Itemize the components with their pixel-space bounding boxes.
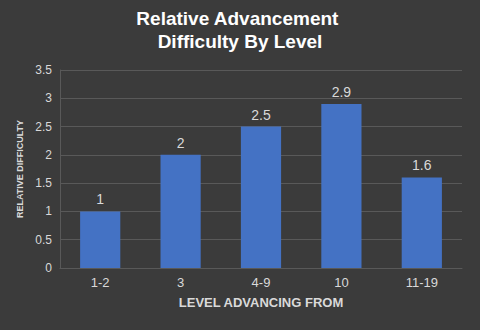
- svg-text:2: 2: [45, 148, 52, 162]
- svg-text:0.5: 0.5: [35, 233, 52, 247]
- svg-text:11-19: 11-19: [406, 275, 438, 290]
- svg-text:10: 10: [334, 275, 348, 290]
- svg-text:1.6: 1.6: [412, 157, 432, 173]
- svg-text:2: 2: [177, 135, 185, 151]
- svg-text:LEVEL ADVANCING FROM: LEVEL ADVANCING FROM: [179, 295, 343, 310]
- svg-text:1.5: 1.5: [35, 176, 52, 190]
- svg-text:2.5: 2.5: [35, 120, 52, 134]
- svg-text:RELATIVE DIFFICULTY: RELATIVE DIFFICULTY: [15, 120, 25, 218]
- svg-text:3: 3: [45, 91, 52, 105]
- svg-text:4-9: 4-9: [252, 275, 271, 290]
- svg-text:1-2: 1-2: [91, 275, 110, 290]
- svg-text:0: 0: [45, 261, 52, 275]
- svg-text:3.5: 3.5: [35, 63, 52, 77]
- svg-text:Relative Advancement: Relative Advancement: [136, 8, 343, 29]
- svg-text:3: 3: [177, 275, 184, 290]
- svg-text:Difficulty By Level: Difficulty By Level: [158, 31, 323, 52]
- svg-text:1: 1: [45, 204, 52, 218]
- svg-text:2.9: 2.9: [332, 84, 352, 100]
- svg-text:2.5: 2.5: [251, 107, 271, 123]
- svg-text:1: 1: [96, 191, 104, 207]
